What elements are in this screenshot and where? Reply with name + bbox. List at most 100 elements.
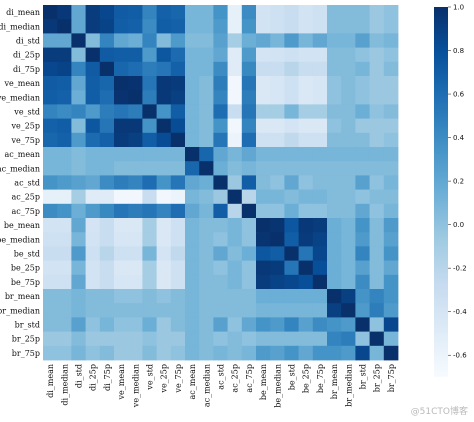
- heatmap-cell-ac_std-di_25p: [85, 175, 101, 190]
- heatmap-cell-di_25p-di_median: [57, 47, 72, 63]
- heatmap-cell-br_mean-ac_mean: [185, 289, 200, 304]
- heatmap-cell-br_mean-ac_median: [199, 289, 214, 304]
- heatmap-cell-br_25p-di_mean: [43, 331, 58, 347]
- heatmap-cell-ve_25p-be_std: [284, 118, 299, 134]
- heatmap-cell-ac_median-di_median: [57, 161, 72, 176]
- heatmap-cell-br_std-br_25p: [369, 317, 385, 332]
- heatmap-cell-br_std-ac_25p: [227, 317, 243, 332]
- heatmap-cell-di_75p-ac_median: [199, 61, 214, 77]
- x-tick-label-be_75p: be_75p: [316, 364, 325, 393]
- heatmap-cell-ac_25p-di_75p: [99, 189, 115, 205]
- heatmap-cell-br_25p-di_75p: [99, 331, 115, 347]
- heatmap-cell-be_median-ac_std: [213, 232, 228, 247]
- heatmap-cell-ac_mean-ve_std: [142, 147, 157, 162]
- heatmap-cell-ve_std-di_75p: [99, 104, 115, 119]
- heatmap-cell-ac_25p-be_median: [270, 189, 285, 205]
- heatmap-cell-be_std-br_25p: [369, 246, 385, 261]
- heatmap-cell-be_75p-be_75p: [312, 274, 328, 290]
- heatmap-cell-be_mean-ac_mean: [185, 218, 200, 233]
- heatmap-cell-ve_median-di_median: [57, 90, 72, 105]
- heatmap-cell-di_25p-br_75p: [383, 47, 399, 63]
- heatmap-cell-di_mean-ac_median: [199, 5, 214, 20]
- heatmap-cell-be_25p-di_75p: [99, 260, 115, 276]
- colorbar-tick-label: 1.0: [453, 4, 464, 12]
- heatmap-cell-ac_75p-ve_std: [142, 203, 157, 219]
- heatmap-cell-be_std-ac_75p: [241, 246, 257, 261]
- heatmap-cell-di_25p-ac_mean: [185, 47, 200, 63]
- heatmap-cell-ac_75p-be_75p: [312, 203, 328, 219]
- x-axis-tick-labels: di_mean di_median di_std di_25p di_75p ve_mea…: [46, 364, 396, 408]
- heatmap-cell-be_std-br_mean: [327, 246, 342, 261]
- heatmap-cell-ve_median-ve_25p: [156, 90, 172, 105]
- heatmap-cell-ac_75p-br_75p: [383, 203, 399, 219]
- heatmap-cell-di_75p-di_75p: [99, 61, 115, 77]
- heatmap-cell-di_75p-di_std: [71, 61, 86, 77]
- heatmap-cell-ve_mean-di_mean: [43, 76, 58, 91]
- heatmap-cell-ve_std-ve_75p: [170, 104, 186, 119]
- heatmap-cell-br_std-di_std: [71, 317, 86, 332]
- y-tick-label-br_std: br_std: [15, 321, 40, 330]
- heatmap-cell-be_std-ac_std: [213, 246, 228, 261]
- heatmap-cell-be_median-be_median: [270, 232, 285, 247]
- heatmap-cell-ac_median-br_75p: [383, 161, 399, 176]
- heatmap-cell-be_25p-ac_25p: [227, 260, 243, 276]
- heatmap-cell-be_25p-be_std: [284, 260, 299, 276]
- heatmap-cell-br_75p-br_median: [341, 345, 356, 361]
- heatmap-cell-ac_median-br_std: [355, 161, 370, 176]
- heatmap-cell-di_std-ac_median: [199, 33, 214, 48]
- heatmap-cell-ve_75p-br_75p: [383, 132, 399, 148]
- heatmap-cell-di_mean-di_std: [71, 5, 86, 20]
- x-tick-label-ac_25p: ac_25p: [231, 364, 240, 393]
- heatmap-cell-be_75p-ac_std: [213, 274, 228, 290]
- heatmap-cell-di_75p-di_mean: [43, 61, 58, 77]
- heatmap-cell-be_25p-ac_std: [213, 260, 228, 276]
- heatmap-cell-ve_25p-ac_25p: [227, 118, 243, 134]
- heatmap-cell-br_std-be_25p: [298, 317, 314, 332]
- heatmap-cell-br_75p-be_std: [284, 345, 299, 361]
- y-tick-label-br_25p: br_25p: [12, 335, 40, 344]
- x-tick-label-di_std: di_std: [75, 364, 84, 388]
- heatmap-cell-ve_std-di_std: [71, 104, 86, 119]
- heatmap-cell-ac_median-ac_mean: [185, 161, 200, 176]
- heatmap-cell-ac_25p-be_75p: [312, 189, 328, 205]
- heatmap-cell-be_25p-be_median: [270, 260, 285, 276]
- heatmap-cell-ac_25p-ac_75p: [241, 189, 257, 205]
- heatmap-cell-ac_median-be_mean: [256, 161, 271, 176]
- heatmap-cell-be_75p-ac_75p: [241, 274, 257, 290]
- heatmap-cell-ac_75p-di_std: [71, 203, 86, 219]
- heatmap-cell-be_median-br_mean: [327, 232, 342, 247]
- heatmap-cell-ve_median-di_25p: [85, 90, 101, 105]
- y-tick-label-ac_median: ac_median: [0, 164, 40, 173]
- heatmap-cell-be_75p-be_25p: [298, 274, 314, 290]
- heatmap-cell-br_25p-br_25p: [369, 331, 385, 347]
- heatmap-cell-ve_mean-br_median: [341, 76, 356, 91]
- heatmap-cell-be_75p-be_std: [284, 274, 299, 290]
- heatmap-cells: [43, 5, 399, 361]
- heatmap-cell-ve_75p-br_std: [355, 132, 370, 148]
- heatmap-cell-ac_median-ve_25p: [156, 161, 172, 176]
- heatmap-cell-ve_mean-ac_75p: [241, 76, 257, 91]
- heatmap-cell-ve_mean-be_mean: [256, 76, 271, 91]
- heatmap-cell-be_median-ve_75p: [170, 232, 186, 247]
- heatmap-cell-be_std-ve_median: [128, 246, 143, 261]
- heatmap-cell-ac_median-be_75p: [312, 161, 328, 176]
- heatmap-cell-ac_std-be_25p: [298, 175, 314, 190]
- heatmap-cell-be_mean-ve_std: [142, 218, 157, 233]
- heatmap-cell-br_mean-di_median: [57, 289, 72, 304]
- heatmap-cell-ac_75p-ve_mean: [114, 203, 129, 219]
- heatmap-cell-ac_25p-di_mean: [43, 189, 58, 205]
- heatmap-cell-ve_std-di_25p: [85, 104, 101, 119]
- heatmap-cell-be_median-be_std: [284, 232, 299, 247]
- heatmap-cell-be_75p-br_75p: [383, 274, 399, 290]
- heatmap-cell-ve_25p-di_mean: [43, 118, 58, 134]
- heatmap-cell-be_median-be_75p: [312, 232, 328, 247]
- heatmap-cell-ac_std-di_75p: [99, 175, 115, 190]
- heatmap-cell-be_mean-be_75p: [312, 218, 328, 233]
- heatmap-cell-di_std-di_25p: [85, 33, 101, 48]
- heatmap-cell-ac_25p-be_mean: [256, 189, 271, 205]
- heatmap-cell-be_median-ve_median: [128, 232, 143, 247]
- heatmap-cell-ve_mean-be_std: [284, 76, 299, 91]
- heatmap-cell-be_mean-be_mean: [256, 218, 271, 233]
- heatmap-cell-br_median-di_25p: [85, 303, 101, 318]
- heatmap-cell-br_median-br_75p: [383, 303, 399, 318]
